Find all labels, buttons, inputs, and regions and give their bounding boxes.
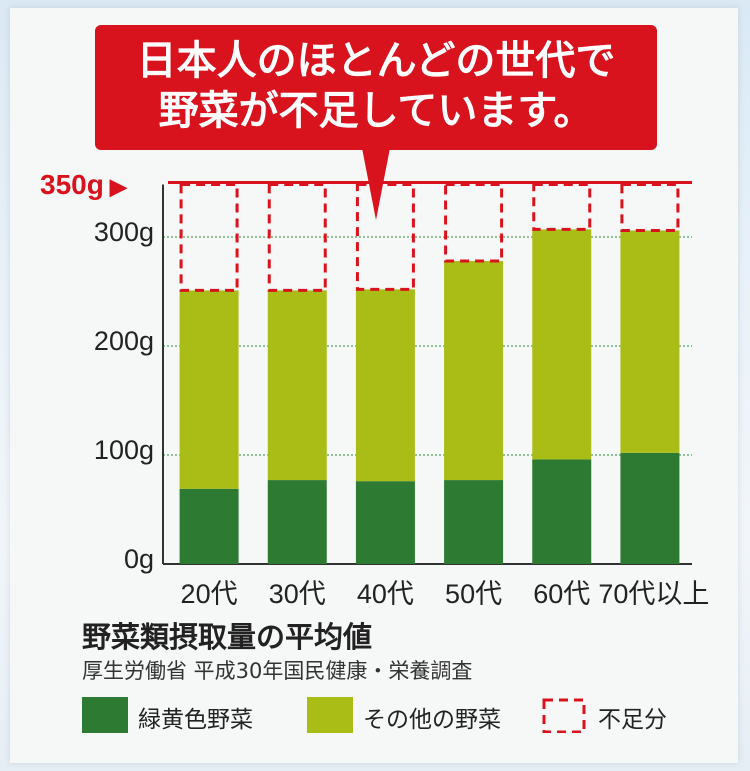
- bar-other-veg: [355, 289, 415, 482]
- x-tick-label: 40代: [356, 579, 414, 609]
- shortfall-swatch-outline: [542, 698, 586, 733]
- legend-swatch-shortfall: [542, 698, 586, 733]
- bar-other-veg: [444, 260, 504, 481]
- bar-green-yellow-veg: [179, 488, 239, 564]
- headline-speech-bubble: 日本人のほとんどの世代で 野菜が不足しています。: [95, 25, 657, 150]
- target-value: 350g: [40, 169, 104, 200]
- y-tick-label: 100g: [93, 435, 154, 465]
- target-350g-label: 350g ▶: [40, 169, 127, 201]
- bar-shortfall-outline: [444, 183, 504, 263]
- bar-green-yellow-veg: [444, 480, 504, 564]
- y-tick-label: 300g: [93, 217, 154, 247]
- bar-shortfall-outline: [620, 183, 680, 232]
- bar-shortfall-outline: [532, 183, 592, 231]
- bar-green-yellow-veg: [620, 452, 680, 564]
- target-arrow-icon: ▶: [109, 174, 127, 199]
- speech-bubble-tail: [362, 148, 390, 220]
- legend-swatch-other: [307, 697, 353, 733]
- bar-other-veg: [179, 290, 239, 489]
- bar-other-veg: [620, 230, 680, 453]
- bar-green-yellow-veg: [267, 480, 327, 564]
- x-tick-label: 20代: [180, 579, 238, 609]
- chart-source: 厚生労働省 平成30年国民健康・栄養調査: [82, 659, 473, 683]
- headline-line-2: 野菜が不足しています。: [158, 88, 594, 134]
- headline-line-1: 日本人のほとんどの世代で: [136, 38, 616, 84]
- bar-other-veg: [532, 229, 592, 460]
- x-tick-label: 30代: [268, 579, 326, 609]
- y-tick-label: 0g: [123, 544, 154, 574]
- x-tick-label: 60代: [533, 579, 591, 609]
- bar-shortfall-outline: [355, 183, 415, 291]
- bar-green-yellow-veg: [355, 481, 415, 564]
- x-tick-label: 50代: [445, 579, 503, 609]
- chart-title: 野菜類摂取量の平均値: [82, 620, 373, 654]
- bar-shortfall-outline: [179, 183, 239, 292]
- legend-swatch-green-yellow: [82, 697, 128, 733]
- x-tick-label: 70代以上: [598, 579, 710, 609]
- legend-label-shortfall: 不足分: [598, 707, 667, 733]
- bar-green-yellow-veg: [532, 459, 592, 564]
- y-tick-label: 200g: [93, 326, 154, 356]
- bar-shortfall-outline: [267, 183, 327, 292]
- legend-label-other: その他の野菜: [363, 707, 501, 733]
- bar-other-veg: [267, 290, 327, 481]
- legend-label-green-yellow: 緑黄色野菜: [138, 707, 253, 733]
